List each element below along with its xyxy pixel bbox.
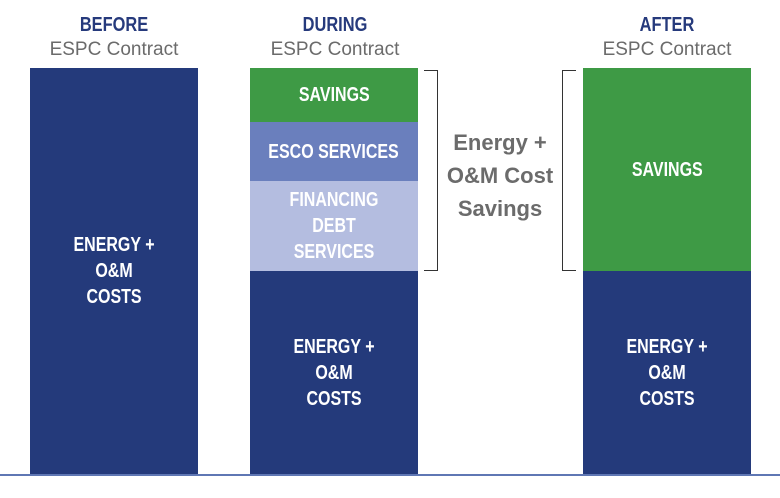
during-subtitle: ESPC Contract (270, 39, 400, 60)
energy-om-cost-savings-label: Energy + O&M Cost Savings (446, 130, 554, 221)
during-savings-segment: SAVINGS (250, 68, 418, 122)
after-subtitle: ESPC Contract (602, 39, 732, 60)
during-savings-label: SAVINGS (298, 84, 370, 106)
after-savings-bracket (562, 70, 576, 271)
before-title: BEFORE (79, 14, 149, 36)
during-savings-bracket (424, 70, 438, 271)
after-energy-label: ENERGY + O&M COSTS (626, 335, 708, 410)
during-energy-om-costs-segment: ENERGY + O&M COSTS (250, 271, 418, 474)
during-title: DURING (302, 14, 368, 36)
baseline-divider (0, 474, 780, 476)
during-esco-label: ESCO SERVICES (268, 140, 400, 163)
before-header: BEFORE ESPC Contract (24, 13, 204, 62)
before-subtitle: ESPC Contract (49, 39, 179, 60)
after-energy-om-costs-segment: ENERGY + O&M COSTS (583, 271, 751, 474)
after-header: AFTER ESPC Contract (577, 13, 757, 62)
during-financing-debt-segment: FINANCING DEBT SERVICES (250, 181, 418, 271)
after-title: AFTER (639, 14, 695, 36)
during-energy-label: ENERGY + O&M COSTS (293, 335, 375, 410)
during-esco-services-segment: ESCO SERVICES (250, 122, 418, 181)
during-financing-label: FINANCING DEBT SERVICES (289, 189, 379, 263)
during-header: DURING ESPC Contract (245, 13, 425, 62)
after-savings-segment: SAVINGS (583, 68, 751, 271)
before-energy-om-costs-bar: ENERGY + O&M COSTS (30, 68, 198, 474)
before-energy-label: ENERGY + O&M COSTS (73, 234, 155, 308)
after-savings-label: SAVINGS (631, 158, 703, 181)
